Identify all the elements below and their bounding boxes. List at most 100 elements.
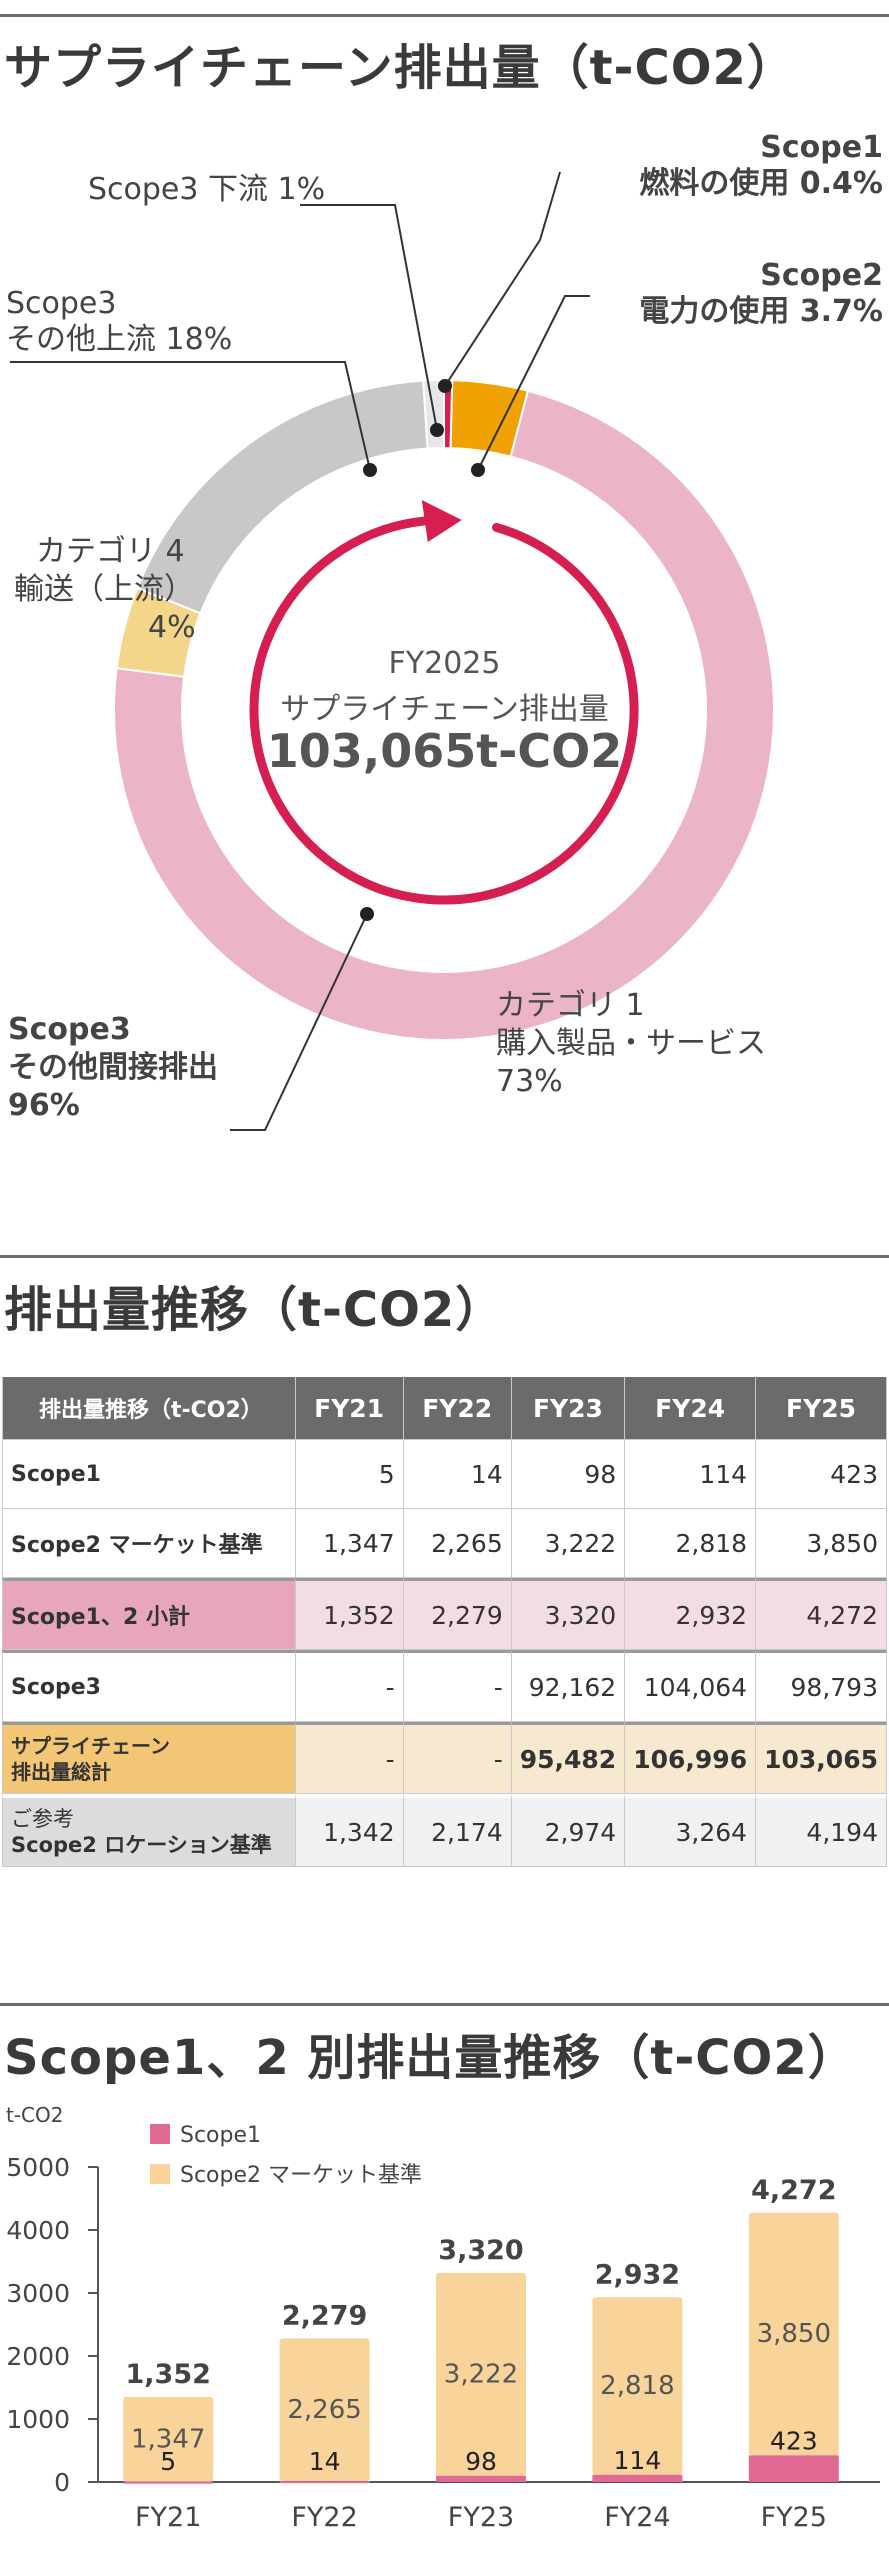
y-tick-label: 3000	[6, 2279, 70, 2308]
x-tick-label: FY21	[135, 2502, 201, 2533]
table-row: Scope1 5 14 98 114 423	[2, 1440, 887, 1509]
table-header-row: 排出量推移（t-CO2） FY21 FY22 FY23 FY24 FY25	[2, 1377, 887, 1440]
slice-category1	[113, 389, 775, 1041]
bar-scope2	[436, 2272, 526, 2476]
leader-scope3-total-dot	[360, 907, 374, 921]
section-divider	[0, 14, 889, 17]
emissions-table: 排出量推移（t-CO2） FY21 FY22 FY23 FY24 FY25 Sc…	[2, 1377, 887, 1867]
table-cell: 2,818	[625, 1509, 757, 1578]
scope1-callout-title: Scope1	[760, 130, 883, 165]
bar-scope1	[592, 2474, 683, 2482]
row-label-line: Scope2 ロケーション基準	[11, 1833, 272, 1857]
table-row: ご参考 Scope2 ロケーション基準 1,342 2,174 2,974 3,…	[2, 1794, 887, 1867]
bar-scope1	[123, 2481, 214, 2484]
row-label-scope2: Scope2 マーケット基準	[2, 1509, 296, 1578]
table-cell: 1,342	[295, 1794, 404, 1867]
scope3-upstream-callout-text: その他上流 18%	[6, 322, 233, 357]
leader-scope3-upstream-dot	[363, 463, 377, 477]
table-cell: 98,793	[756, 1650, 887, 1722]
row-label-subtotal: Scope1、2 小計	[2, 1578, 296, 1650]
bar-scope2	[592, 2297, 683, 2475]
category1-callout-c: 73%	[496, 1064, 563, 1099]
leader-scope2-dot	[471, 463, 485, 477]
x-tick-label: FY24	[604, 2502, 670, 2533]
table-row: Scope1、2 小計 1,352 2,279 3,320 2,932 4,27…	[2, 1578, 887, 1650]
table-cell: 3,264	[625, 1794, 757, 1867]
table-cell: -	[403, 1722, 512, 1794]
row-label-reference: ご参考 Scope2 ロケーション基準	[2, 1794, 296, 1867]
bar-scope1	[279, 2481, 370, 2484]
data-label-total: 1,352	[125, 2359, 210, 2390]
donut-center-label: サプライチェーン排出量	[280, 692, 609, 727]
table-row: Scope3 - - 92,162 104,064 98,793	[2, 1650, 887, 1722]
table-header-fy23: FY23	[511, 1377, 626, 1440]
leader-scope1	[444, 171, 561, 387]
table-cell: 2,279	[403, 1578, 512, 1650]
table-header-fy21: FY21	[295, 1377, 404, 1440]
row-label-line: サプライチェーン	[11, 1734, 170, 1758]
table-header-fy22: FY22	[403, 1377, 512, 1440]
data-label-total: 2,279	[282, 2300, 367, 2331]
data-label-scope2: 3,222	[444, 2359, 518, 2389]
data-label-total: 2,932	[595, 2259, 680, 2290]
data-label-scope2: 1,347	[131, 2424, 205, 2454]
table-header-fy24: FY24	[625, 1377, 757, 1440]
data-label-scope1: 423	[770, 2426, 818, 2455]
table-cell: 92,162	[511, 1650, 626, 1722]
donut-center-fy: FY2025	[388, 646, 501, 681]
table-cell: -	[403, 1650, 512, 1722]
table-cell: 2,932	[625, 1578, 757, 1650]
scope3-upstream-callout-title: Scope3	[6, 286, 117, 321]
x-tick-label: FY22	[291, 2502, 357, 2533]
table-cell: 4,194	[756, 1794, 887, 1867]
donut-section-title: サプライチェーン排出量（t-CO2）	[4, 40, 796, 96]
y-tick-label: 2000	[6, 2342, 70, 2371]
data-label-scope1: 14	[309, 2447, 341, 2476]
category4-callout-b: 輸送（上流）	[14, 572, 194, 607]
leader-scope1-dot	[438, 379, 452, 393]
scope3-total-callout-a: Scope3	[8, 1012, 131, 1047]
category1-callout-a: カテゴリ 1	[496, 988, 645, 1023]
scope3-total-callout-c: 96%	[8, 1088, 80, 1123]
table-section-title: 排出量推移（t-CO2）	[4, 1282, 505, 1338]
legend-label: Scope1	[180, 2123, 261, 2148]
y-axis-label: t-CO2	[6, 2103, 64, 2127]
x-tick-label: FY25	[761, 2502, 827, 2533]
y-tick-label: 5000	[6, 2153, 70, 2182]
data-label-scope2: 2,265	[287, 2395, 361, 2425]
table-cell: 98	[511, 1440, 626, 1509]
donut-chart	[10, 171, 775, 1131]
legend-swatch	[150, 2124, 170, 2144]
leader-scope2	[477, 295, 590, 471]
donut-center-total: 103,065t-CO2	[266, 724, 623, 778]
scope3-downstream-callout: Scope3 下流 1%	[88, 172, 326, 207]
table-cell: -	[295, 1650, 404, 1722]
data-label-scope2: 3,850	[757, 2319, 831, 2349]
legend-swatch	[150, 2164, 170, 2184]
table-cell: 104,064	[625, 1650, 757, 1722]
bar-scope2	[748, 2212, 839, 2456]
table-cell: 4,272	[756, 1578, 887, 1650]
circular-arrow-head	[421, 500, 462, 543]
table-cell: 2,174	[403, 1794, 512, 1867]
scope1-callout-text: 燃料の使用 0.4%	[639, 166, 883, 201]
leader-scope3-total	[230, 913, 368, 1131]
data-label-scope1: 98	[465, 2447, 497, 2476]
data-label-scope1: 114	[614, 2446, 662, 2475]
table-cell: 3,222	[511, 1509, 626, 1578]
leader-scope3-downstream	[300, 204, 438, 431]
row-label-line: ご参考	[11, 1807, 74, 1831]
table-cell: -	[295, 1722, 404, 1794]
category4-callout-c: 4%	[148, 610, 196, 645]
legend-label: Scope2 マーケット基準	[180, 2163, 422, 2188]
x-tick-label: FY23	[448, 2502, 514, 2533]
y-tick-label: 4000	[6, 2216, 70, 2245]
bar-scope1	[436, 2475, 526, 2482]
stacked-bar-chart: t-CO2 0 1000 2000 3000 4000 5000 Scope1 Scope2 マ…	[6, 2103, 880, 2533]
leader-scope3-downstream-dot	[430, 423, 444, 437]
table-cell: 423	[756, 1440, 887, 1509]
table-header-fy25: FY25	[756, 1377, 887, 1440]
table-cell: 106,996	[625, 1722, 757, 1794]
table-cell: 5	[295, 1440, 404, 1509]
bar-scope2	[123, 2396, 214, 2482]
